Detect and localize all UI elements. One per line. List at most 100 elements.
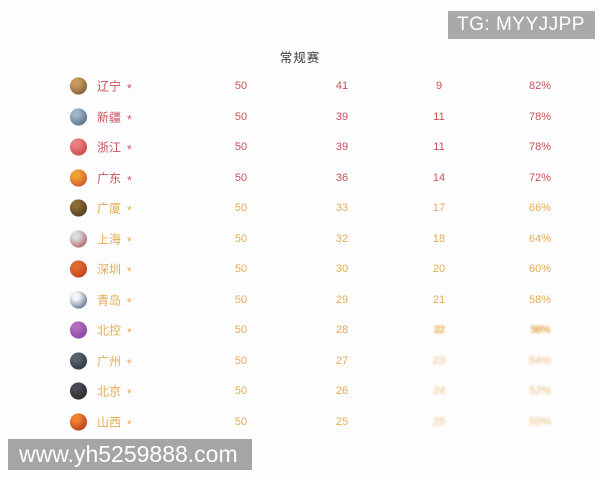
team-cell: 深圳 *	[97, 261, 132, 278]
losses-value: 11	[433, 141, 445, 154]
wins-value: 27	[335, 354, 349, 367]
games-played-value: 50	[234, 324, 248, 337]
team-name[interactable]: 上海	[97, 232, 122, 247]
wins-value: 39	[335, 141, 349, 154]
page-title: 常规赛	[279, 51, 321, 65]
wins-value: 41	[335, 80, 349, 93]
star-marker: *	[127, 325, 132, 340]
games-played-value: 50	[234, 171, 248, 184]
wins-value: 28	[335, 324, 349, 337]
games-played-value: 50	[234, 385, 248, 398]
team-name[interactable]: 广东	[97, 171, 122, 186]
games-played-value: 50	[234, 232, 248, 245]
losses-value: 23	[432, 354, 446, 367]
games-played-value: 50	[234, 110, 248, 123]
team-name[interactable]: 辽宁	[97, 79, 122, 94]
liaoning-logo-icon	[70, 77, 87, 95]
team-name[interactable]: 青岛	[97, 293, 122, 308]
losses-value: 20	[432, 263, 446, 276]
tg-contact-badge: TG: MYYJJPP	[448, 11, 595, 39]
losses-value: 21	[432, 293, 446, 306]
team-cell: 山西 *	[97, 413, 132, 430]
team-cell: 上海 *	[97, 230, 132, 247]
games-played-value: 50	[234, 263, 248, 276]
games-played-value: 50	[234, 80, 248, 93]
team-name[interactable]: 浙江	[97, 140, 122, 155]
games-played-value: 50	[234, 202, 248, 215]
team-cell: 新疆 *	[97, 108, 132, 125]
shanghai-logo-icon	[70, 230, 87, 248]
star-marker: *	[127, 142, 132, 157]
team-cell: 北京 *	[97, 383, 132, 400]
losses-value: 25	[432, 415, 446, 428]
wins-value: 39	[335, 110, 349, 123]
star-marker: *	[127, 81, 132, 96]
beikong-logo-icon	[70, 321, 87, 339]
team-name[interactable]: 新疆	[97, 110, 122, 125]
shenzhen-logo-icon	[70, 260, 87, 278]
losses-value: 11	[433, 110, 445, 123]
xinjiang-logo-icon	[70, 108, 87, 126]
star-marker: *	[127, 203, 132, 218]
star-marker: *	[127, 356, 132, 371]
team-name[interactable]: 广州	[97, 354, 122, 369]
star-marker: *	[127, 264, 132, 279]
table-row: 广州 * 50 27 23 54%	[0, 346, 600, 377]
losses-value: 14	[432, 171, 446, 184]
win-pct-value: 78%	[528, 110, 552, 123]
table-row: 辽宁 * 50 41 9 82%	[0, 71, 600, 102]
win-pct-value: 66%	[528, 202, 552, 215]
guangzhou-logo-icon	[70, 352, 87, 370]
guangsha-logo-icon	[70, 199, 87, 217]
team-name[interactable]: 北控	[97, 323, 122, 338]
star-marker: *	[127, 112, 132, 127]
site-watermark: www.yh5259888.com	[8, 439, 252, 470]
table-row: 山西 * 50 25 25 50%	[0, 407, 600, 438]
win-pct-value: 72%	[528, 171, 552, 184]
win-pct-value: 50%	[528, 415, 552, 428]
team-name[interactable]: 北京	[97, 384, 122, 399]
team-cell: 辽宁 *	[97, 78, 132, 95]
table-row: 北控 * 50 28 22 56%	[0, 315, 600, 346]
star-marker: *	[127, 386, 132, 401]
games-played-value: 50	[234, 293, 248, 306]
losses-value: 24	[432, 385, 446, 398]
star-marker: *	[127, 234, 132, 249]
team-name[interactable]: 深圳	[97, 262, 122, 277]
team-cell: 广厦 *	[97, 200, 132, 217]
win-pct-value: 60%	[528, 263, 552, 276]
table-row: 青岛 * 50 29 21 58%	[0, 285, 600, 316]
win-pct-value: 82%	[528, 80, 552, 93]
table-row: 广东 * 50 36 14 72%	[0, 163, 600, 194]
team-cell: 浙江 *	[97, 139, 132, 156]
star-marker: *	[127, 295, 132, 310]
win-pct-value: 54%	[528, 354, 552, 367]
team-name[interactable]: 广厦	[97, 201, 122, 216]
team-cell: 广东 *	[97, 169, 132, 186]
zhejiang-logo-icon	[70, 138, 87, 156]
wins-value: 25	[335, 415, 349, 428]
win-pct-value: 58%	[528, 293, 552, 306]
table-row: 北京 * 50 26 24 52%	[0, 376, 600, 407]
table-row: 上海 * 50 32 18 64%	[0, 224, 600, 255]
table-row: 深圳 * 50 30 20 60%	[0, 254, 600, 285]
table-row: 浙江 * 50 39 11 78%	[0, 132, 600, 163]
star-marker: *	[127, 417, 132, 432]
wins-value: 29	[335, 293, 349, 306]
shanxi-logo-icon	[70, 413, 87, 431]
wins-value: 32	[335, 232, 349, 245]
team-name[interactable]: 山西	[97, 415, 122, 430]
table-row: 新疆 * 50 39 11 78%	[0, 102, 600, 133]
table-row: 广厦 * 50 33 17 66%	[0, 193, 600, 224]
losses-value: 18	[432, 232, 446, 245]
losses-value: 22	[433, 324, 445, 337]
win-pct-value: 52%	[528, 385, 552, 398]
losses-value: 17	[432, 202, 446, 215]
wins-value: 30	[335, 263, 349, 276]
win-pct-value: 56%	[530, 324, 550, 337]
wins-value: 33	[335, 202, 349, 215]
star-marker: *	[127, 173, 132, 188]
team-cell: 北控 *	[97, 322, 132, 339]
win-pct-value: 78%	[528, 141, 552, 154]
